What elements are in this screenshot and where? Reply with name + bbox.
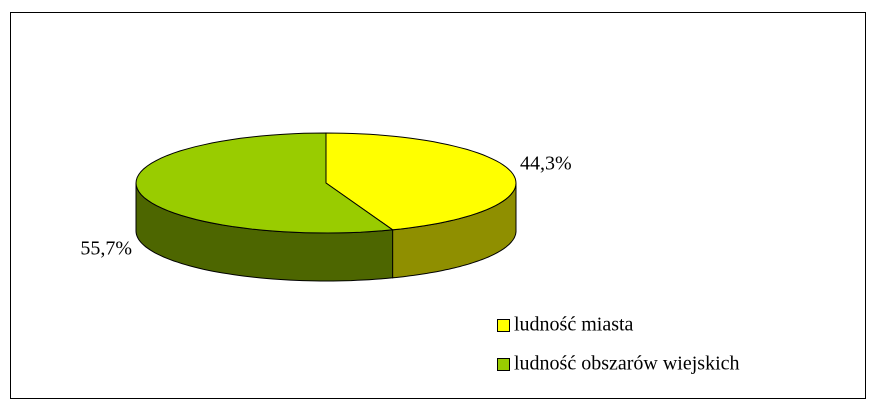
legend-swatch: [497, 358, 510, 371]
legend-swatch: [497, 319, 510, 332]
data-label: 55,7%: [80, 238, 132, 260]
slice: [325, 132, 517, 231]
slice: [135, 132, 394, 234]
legend-label: ludność miasta: [514, 314, 634, 336]
data-label: 44,3%: [520, 153, 572, 175]
legend-label: ludność obszarów wiejskich: [514, 353, 740, 375]
